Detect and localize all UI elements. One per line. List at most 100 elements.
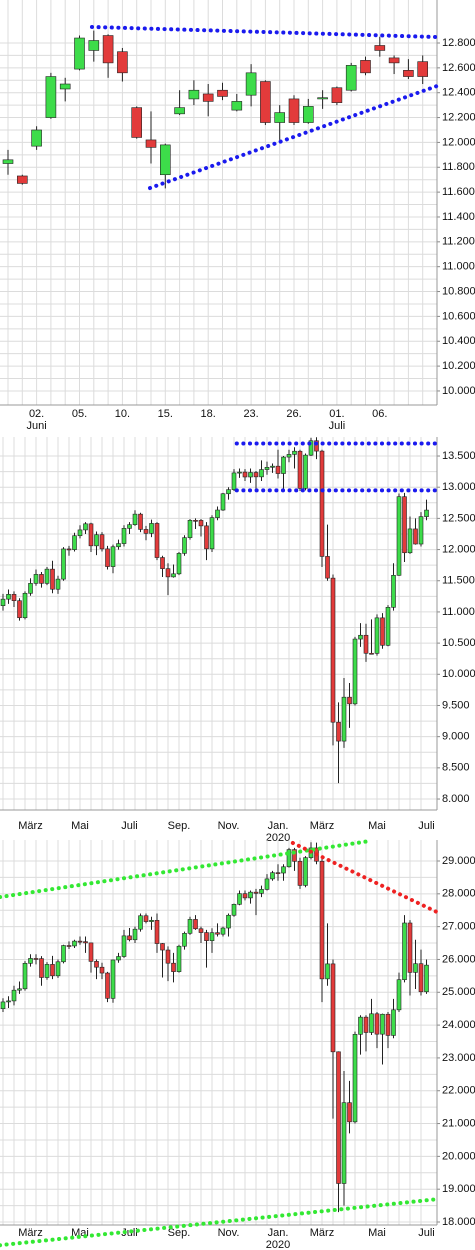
x-tick-label: Nov. <box>218 820 240 832</box>
candle-body <box>165 949 171 964</box>
candle-body <box>160 557 165 569</box>
candle-body <box>74 37 85 70</box>
candle-body <box>308 440 314 456</box>
y-tick-label: 11.600 <box>442 186 475 198</box>
candle-body <box>50 568 55 590</box>
candle-body <box>6 1000 11 1003</box>
x-sublabel: 2020 <box>266 832 290 844</box>
y-tick-label: 11.400 <box>442 211 475 223</box>
candle-body <box>274 112 286 123</box>
candle-body <box>286 454 292 458</box>
candle-body <box>270 465 275 468</box>
candle-body <box>264 878 270 890</box>
candle-body <box>94 961 99 968</box>
y-tick-label: 10.600 <box>442 310 475 322</box>
x-tick-label: 06. <box>372 408 387 420</box>
candle-body <box>403 70 414 77</box>
candle-body <box>413 528 418 545</box>
candle-body <box>121 528 127 544</box>
candle-body <box>105 548 110 567</box>
candle-body <box>193 520 198 522</box>
candle-body <box>360 60 371 74</box>
y-tick-label: 11.500 <box>442 575 475 587</box>
candle-body <box>253 472 259 478</box>
candle-body <box>72 535 77 550</box>
candle-body <box>77 529 83 537</box>
candle-body <box>260 81 271 123</box>
candle-body <box>145 139 157 148</box>
candle-body <box>242 471 248 478</box>
candle-body <box>45 76 57 118</box>
candle-body <box>202 93 214 102</box>
candle-body <box>33 958 39 960</box>
y-tick-label: 11.800 <box>442 161 475 173</box>
candle-body <box>174 107 185 115</box>
candle-body <box>94 534 99 547</box>
candle-body <box>182 933 187 947</box>
candle-body <box>248 891 253 899</box>
y-tick-label: 12.000 <box>442 136 475 148</box>
trend-line <box>0 1197 439 1248</box>
candle-body <box>33 574 39 584</box>
candle-body <box>217 89 228 97</box>
candle-body <box>358 634 363 640</box>
candle-body <box>66 945 72 947</box>
candle-body <box>292 450 297 455</box>
candle-body <box>88 40 100 51</box>
candle-body <box>352 1034 358 1123</box>
candle-body <box>39 958 44 978</box>
candle-body <box>347 696 352 705</box>
candle-body <box>31 129 42 147</box>
y-tick-label: 21.000 <box>442 1117 475 1129</box>
candle-body <box>154 920 160 944</box>
y-tick-label: 11.000 <box>442 261 475 273</box>
candle-body <box>131 107 142 138</box>
x-sublabel: Juli <box>329 420 346 432</box>
candle-body <box>182 537 187 554</box>
x-tick-label: 02. <box>29 408 44 420</box>
y-tick-label: 9.000 <box>442 731 470 743</box>
candle-body <box>330 577 336 723</box>
candle-body <box>0 598 6 606</box>
candle-body <box>302 106 314 123</box>
candle-body <box>358 1016 363 1035</box>
candle-body <box>22 592 28 619</box>
trend-line <box>89 24 439 40</box>
candle-body <box>61 945 66 963</box>
trend-line <box>0 838 372 900</box>
x-tick-label: Sep. <box>168 1227 191 1239</box>
candle-body <box>110 959 116 999</box>
candle-body <box>22 963 28 990</box>
candle-body <box>303 857 308 886</box>
candle-body <box>198 928 204 933</box>
candle-body <box>160 144 171 176</box>
candle-body <box>281 866 286 874</box>
candle-body <box>347 1102 352 1123</box>
candle-body <box>380 1013 385 1035</box>
candle-body <box>66 548 72 551</box>
candle-body <box>72 940 77 947</box>
candle-body <box>209 517 215 550</box>
candle-body <box>204 932 209 941</box>
candle-body <box>325 963 330 980</box>
y-tick-label: 11.200 <box>442 236 475 248</box>
y-tick-label: 11.000 <box>442 606 475 618</box>
candle-body <box>132 513 138 525</box>
candle-body <box>242 893 248 899</box>
candle-body <box>374 45 386 51</box>
candle-body <box>149 920 154 922</box>
candle-body <box>121 935 127 957</box>
y-tick-label: 8.000 <box>442 793 470 805</box>
candle-body <box>288 98 300 123</box>
candle-body <box>50 964 55 977</box>
candle-body <box>336 1051 341 1184</box>
candle-body <box>138 513 143 530</box>
y-tick-label: 27.000 <box>442 921 475 933</box>
y-tick-label: 12.800 <box>442 37 475 49</box>
candle-body <box>99 534 105 550</box>
candle-body <box>55 578 61 590</box>
candle-body <box>127 524 132 529</box>
candle-body <box>187 520 193 538</box>
candle-body <box>418 516 424 545</box>
